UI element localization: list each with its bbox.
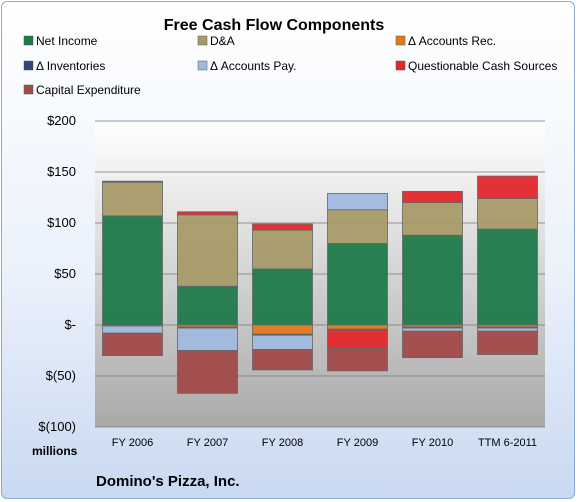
legend-label: Δ Accounts Rec. [408,34,496,48]
legend-label: Δ Inventories [36,59,105,73]
y-tick-label: $(50) [46,368,76,383]
bar-2-5 [252,223,313,231]
bar-5-1 [477,198,538,230]
bar-5-0 [477,228,538,326]
bar-4-1 [402,202,463,236]
legend-item-1: D&A [197,34,235,48]
bar-3-5 [327,329,388,349]
bar-3-0 [327,242,388,326]
legend-item-4: Δ Accounts Pay. [197,59,297,73]
x-tick-label: TTM 6-2011 [478,437,537,449]
legend-item-5: Questionable Cash Sources [395,59,557,73]
legend-item-0: Net Income [23,34,98,48]
bar-2-2 [252,324,313,335]
legend-swatch [197,35,208,46]
legend-item-6: Capital Expenditure [23,83,141,97]
company-name: Domino's Pizza, Inc. [96,473,240,490]
x-axis: FY 2006 FY 2007 FY 2008 FY 2009 FY 2010 TTM 6… [112,437,537,449]
bar-1-4 [177,327,238,351]
bar-0-0 [102,215,163,326]
legend: Net Income D&A Δ Accounts Rec. Δ Inventorie… [23,34,557,97]
legend-swatch [23,60,34,71]
chart-title: Free Cash Flow Components [164,17,385,34]
bar-3-1 [327,209,388,244]
x-tick-label: FY 2010 [412,437,453,449]
bar-2-6 [252,349,313,371]
y-axis: $200 $150 $100 $50 $- $(50) $(100) [38,113,76,434]
legend-label: Capital Expenditure [36,83,141,97]
bar-5-5 [477,175,538,199]
legend-swatch [197,60,208,71]
bar-0-4 [102,325,163,334]
x-tick-label: FY 2006 [112,437,153,449]
bar-4-0 [402,234,463,326]
bar-0-1 [102,181,163,217]
bar-3-2 [327,324,388,330]
y-tick-label: $100 [47,215,76,230]
bar-1-0 [177,285,238,326]
bar-1-6 [177,350,238,394]
bar-5-4 [477,327,538,332]
legend-label: Questionable Cash Sources [408,59,557,73]
x-tick-label: FY 2009 [337,437,378,449]
legend-swatch [395,60,406,71]
legend-label: D&A [210,34,235,48]
bar-1-5 [177,211,238,216]
legend-swatch [23,84,34,95]
bar-2-1 [252,229,313,270]
legend-label: Net Income [36,34,98,48]
y-axis-unit-label: millions [32,444,78,458]
bar-0-6 [102,332,163,357]
y-tick-label: $50 [54,266,76,281]
legend-swatch [23,35,34,46]
bar-3-4 [327,193,388,211]
bar-2-4 [252,334,313,350]
x-tick-label: FY 2007 [187,437,228,449]
bar-4-6 [402,330,463,359]
bars [102,175,538,394]
gridlines [95,120,545,428]
bar-5-6 [477,330,538,355]
legend-label: Δ Accounts Pay. [210,59,297,73]
y-tick-label: $150 [47,164,76,179]
bar-3-6 [327,348,388,372]
legend-item-2: Δ Accounts Rec. [395,34,496,48]
y-tick-label: $(100) [38,419,76,434]
bar-4-5 [402,190,463,204]
y-tick-label: $200 [47,113,76,128]
bar-2-0 [252,268,313,326]
x-tick-label: FY 2008 [262,437,303,449]
bar-1-1 [177,214,238,287]
y-tick-label: $- [64,317,76,332]
legend-swatch [395,35,406,46]
bar-0-5 [102,180,163,183]
legend-item-3: Δ Inventories [23,59,105,73]
bar-4-4 [402,327,463,332]
